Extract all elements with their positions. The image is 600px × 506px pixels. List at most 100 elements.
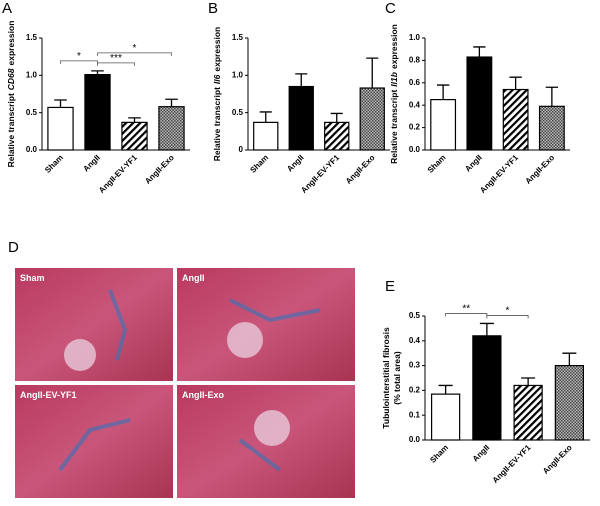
significance-bracket: [486, 315, 529, 319]
y-axis-label-gene: Il1b: [389, 72, 399, 87]
y-tick-label: 0.0: [26, 145, 38, 154]
error-bar: [330, 112, 343, 123]
error-bar: [436, 84, 450, 100]
x-tick-label: AngII-EV-YF1: [491, 443, 533, 485]
panel-letter: C: [385, 0, 396, 17]
error-bar: [91, 70, 104, 75]
y-tick-label: 0.4: [409, 100, 421, 109]
y-tick-label: 1.5: [232, 33, 244, 42]
x-tick-label: AngII-EV-YF1: [299, 153, 341, 195]
histology-panel: D Sham AngII AngII-EV-YF1 AngII-Exo: [8, 239, 355, 498]
bar: [466, 56, 493, 151]
significance-bracket: [97, 52, 172, 56]
y-axis-label-gene: CD68: [6, 68, 16, 90]
histology-image: [177, 268, 355, 381]
significance-label: *: [506, 305, 510, 316]
y-axis-label-part: Relative transcript: [6, 93, 16, 167]
glomerulus: [254, 410, 290, 446]
fibrosis-stain: [58, 289, 321, 472]
bar: [324, 121, 350, 151]
y-tick-label: 0.5: [232, 108, 244, 117]
y-axis-label-part: expression: [212, 27, 222, 72]
image-label: AngII: [182, 273, 205, 283]
bar: [84, 73, 111, 151]
y-tick-label: 0.5: [26, 108, 38, 117]
histology-image: [15, 385, 173, 498]
y-axis-label-part: expression: [6, 21, 16, 66]
error-bar: [479, 322, 494, 336]
y-tick-label: 0.5: [409, 311, 421, 320]
x-tick-label: AngII-Exo: [524, 153, 557, 186]
bar: [253, 121, 279, 151]
error-bar: [259, 111, 272, 123]
y-tick-label: 0.0: [409, 145, 421, 154]
error-bar: [545, 86, 559, 107]
y-axis-label-part: expression: [389, 24, 399, 69]
error-bar: [521, 377, 536, 386]
x-tick-label: AngII: [463, 153, 484, 174]
y-tick-label: 1.0: [232, 70, 244, 79]
y-axis-label-part: Relative transcript: [212, 87, 222, 161]
panel-letter: A: [2, 0, 12, 17]
bar: [430, 98, 457, 151]
error-bar: [295, 73, 308, 87]
bar: [538, 105, 565, 151]
x-tick-label: Sham: [426, 153, 448, 175]
significance-label: ***: [110, 53, 122, 64]
x-tick-label: AngII: [81, 153, 102, 174]
bar: [121, 121, 148, 151]
y-tick-label: 1.5: [26, 33, 38, 42]
y-tick-label: 0.6: [409, 78, 421, 87]
y-tick-label: 0.3: [409, 361, 421, 370]
x-tick-label: AngII-EV-YF1: [478, 153, 520, 195]
bar: [513, 384, 543, 441]
error-bar: [128, 117, 141, 123]
x-tick-label: Sham: [428, 443, 450, 465]
significance-bracket: [445, 313, 488, 317]
bar: [158, 106, 185, 151]
significance-label: **: [462, 303, 470, 314]
y-tick-label: 0: [239, 145, 244, 154]
y-tick-label: 0.4: [409, 336, 421, 345]
bar: [502, 88, 529, 151]
image-label: AngII-Exo: [182, 390, 225, 400]
y-axis-label-line: (% total area): [392, 351, 402, 405]
y-tick-label: 0.2: [409, 123, 421, 132]
significance-bracket: [60, 60, 98, 64]
error-bar: [438, 384, 453, 395]
y-axis-label: Relative transcript Il1b expression: [389, 24, 399, 164]
panel-letter: D: [8, 239, 19, 256]
bar: [431, 393, 461, 441]
significance-label: *: [77, 51, 81, 62]
y-tick-label: 0.1: [409, 410, 421, 419]
y-axis-label-part: Relative transcript: [389, 90, 399, 164]
y-axis-label: Relative transcript Il6 expression: [212, 27, 222, 162]
glomerulus: [227, 322, 263, 358]
error-bar: [509, 76, 522, 90]
image-label: AngII-EV-YF1: [20, 390, 77, 400]
error-bar: [366, 57, 379, 89]
panel-letter: B: [208, 0, 218, 17]
x-tick-label: Sham: [248, 153, 270, 175]
glomerulus: [64, 339, 96, 371]
bar: [554, 365, 584, 441]
x-tick-label: AngII-Exo: [541, 443, 574, 476]
x-tick-label: AngII-Exo: [143, 153, 176, 186]
y-axis-label: Relative transcript CD68 expression: [6, 21, 16, 168]
bar: [359, 87, 385, 151]
x-tick-label: AngII-EV-YF1: [97, 153, 139, 195]
significance-label: *: [133, 43, 137, 54]
y-tick-label: 1.0: [26, 70, 38, 79]
error-bar: [473, 46, 486, 58]
histology-image: [15, 268, 173, 381]
x-tick-label: AngII-Exo: [344, 153, 377, 186]
y-axis-label-gene: Il6: [212, 74, 222, 84]
y-tick-label: 1.0: [409, 33, 421, 42]
y-axis-label: Tubulointerstitial fibrosis(% total area…: [381, 327, 402, 429]
x-tick-label: Sham: [43, 153, 65, 175]
y-tick-label: 0.8: [409, 56, 421, 65]
image-label: Sham: [20, 273, 45, 283]
bar: [472, 335, 502, 441]
error-bar: [54, 99, 67, 108]
